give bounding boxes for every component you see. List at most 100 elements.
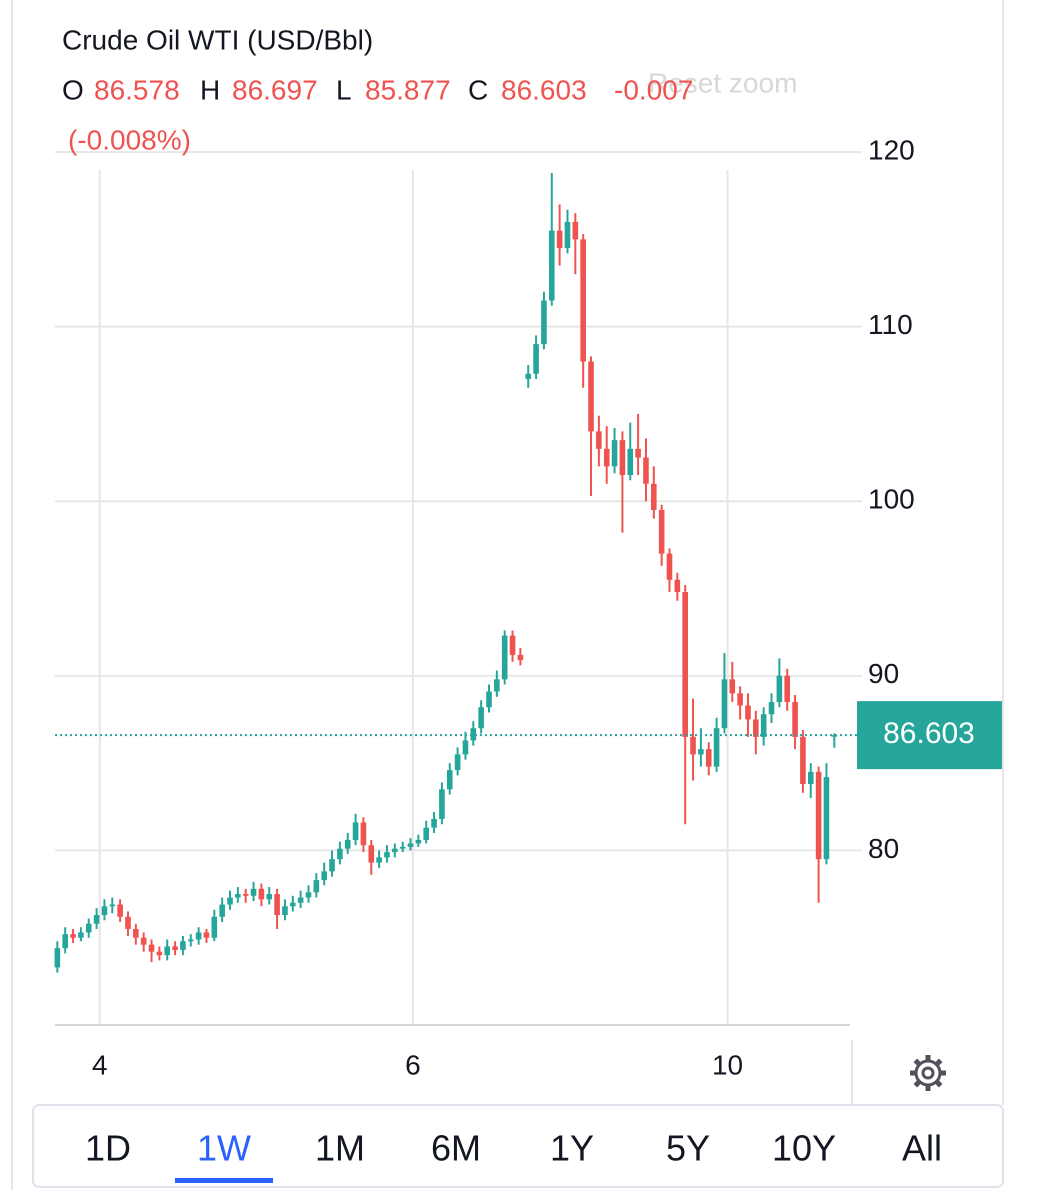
candle-body — [392, 848, 398, 853]
candle-body — [101, 906, 108, 916]
candle-body — [282, 906, 288, 916]
candle-body — [140, 937, 147, 945]
legend-low-label: L — [336, 74, 352, 105]
candle-body — [611, 440, 618, 467]
candle-body — [690, 736, 696, 755]
candle-body — [227, 897, 233, 905]
candle-body — [705, 749, 712, 767]
range-button[interactable]: 1Y — [550, 1128, 594, 1169]
candle-body — [305, 892, 312, 898]
candle-body — [203, 932, 210, 938]
candle-body — [70, 934, 76, 938]
candle-body — [109, 904, 116, 907]
legend-high-label: H — [200, 74, 220, 105]
range-button[interactable]: 1M — [315, 1128, 365, 1169]
candle-body — [266, 894, 273, 900]
candle-body — [321, 871, 327, 881]
candle-body — [423, 827, 430, 840]
candle-body — [195, 932, 202, 940]
candle-body — [117, 904, 123, 917]
candle-body — [807, 771, 814, 785]
candle-body — [211, 916, 218, 938]
candle-body — [596, 431, 602, 449]
candle-body — [439, 789, 445, 819]
candle-body — [368, 845, 375, 863]
x-tick-label: 4 — [92, 1049, 108, 1080]
y-tick-label: 120 — [868, 134, 915, 165]
candle-body — [517, 654, 524, 661]
y-tick-label: 80 — [868, 833, 899, 864]
candle-body — [62, 934, 69, 949]
candle-body — [619, 440, 626, 476]
candle-body — [541, 300, 547, 345]
candle-body — [462, 740, 469, 755]
candle-body — [776, 675, 783, 703]
candle-body — [360, 822, 367, 846]
candle-body — [180, 941, 186, 950]
candle-body — [242, 894, 249, 896]
candle-body — [297, 897, 304, 903]
candle-body — [133, 928, 139, 938]
candle-body — [698, 749, 704, 755]
candle-body — [815, 771, 822, 860]
legend-high: 86.697 — [232, 74, 318, 105]
candle-body — [753, 719, 759, 737]
candle-body — [556, 230, 563, 249]
candle-body — [431, 818, 437, 828]
legend-open-label: O — [62, 74, 84, 105]
x-tick-label: 10 — [712, 1049, 743, 1080]
candle-body — [399, 846, 406, 849]
candle-body — [274, 894, 280, 916]
range-button[interactable]: 5Y — [666, 1128, 710, 1169]
range-button[interactable]: 1W — [197, 1128, 251, 1169]
candle-body — [580, 239, 586, 362]
candle-body — [258, 888, 265, 900]
candle-body — [635, 448, 641, 458]
candle-body — [384, 852, 390, 858]
x-tick-label: 6 — [405, 1049, 421, 1080]
range-button[interactable]: 6M — [431, 1128, 481, 1169]
candle-body — [454, 754, 461, 771]
candle-body — [172, 946, 178, 950]
candle-body — [407, 843, 414, 847]
candle-body — [525, 373, 532, 380]
candle-body — [603, 448, 610, 467]
legend-change-pct: (-0.008%) — [68, 124, 191, 155]
candle-body — [494, 679, 500, 692]
last-price-tag — [857, 701, 1002, 770]
range-button[interactable]: 1D — [85, 1128, 131, 1169]
candle-body — [721, 679, 728, 729]
candle-body — [415, 839, 422, 844]
candle-body — [768, 702, 775, 715]
candle-body — [509, 635, 516, 655]
candle-body — [784, 675, 791, 703]
last-price-label: 86.603 — [883, 717, 975, 750]
candle-body — [250, 888, 257, 896]
candle-body — [745, 705, 751, 720]
chart-title: Crude Oil WTI (USD/Bbl) — [62, 24, 373, 55]
range-button[interactable]: 10Y — [772, 1128, 836, 1169]
range-button[interactable]: All — [902, 1128, 942, 1169]
candle-body — [85, 923, 92, 933]
candle-body — [760, 714, 767, 737]
candle-body — [478, 707, 484, 729]
candle-body — [329, 859, 335, 872]
range-bar — [32, 1104, 1004, 1188]
candle-body — [627, 448, 634, 476]
candle-body — [164, 946, 171, 956]
candle-body — [78, 932, 84, 938]
candle-body — [486, 691, 492, 708]
candle-body — [823, 777, 830, 860]
reset-zoom[interactable]: Reset zoom — [648, 67, 797, 98]
candle-body — [125, 916, 131, 929]
candle-body — [658, 509, 665, 554]
candle-body — [831, 735, 838, 737]
candle-body — [548, 230, 555, 301]
candle-body — [501, 635, 508, 680]
candle-body — [533, 344, 539, 374]
settings-icon[interactable] — [910, 1055, 946, 1091]
candle-body — [352, 822, 359, 840]
candle-body — [93, 915, 100, 924]
candle-body — [235, 894, 241, 898]
candle-body — [219, 904, 225, 917]
